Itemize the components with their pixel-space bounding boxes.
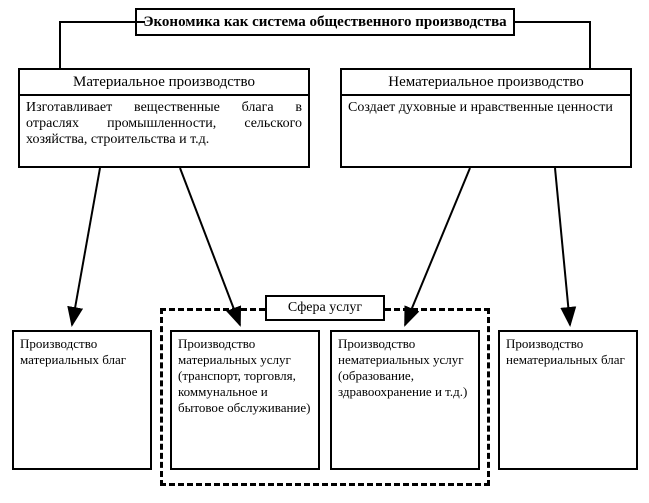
services-label-node: Сфера услуг [265,295,385,321]
edge-root-left [60,22,145,68]
edge-nonmat-services [405,168,470,325]
leaf-nonmat-goods: Производство нематериальных благ [498,330,638,470]
leaf-mat-goods-label: Производство материальных благ [20,336,144,368]
leaf-mat-services: Производство материальных услуг (транспо… [170,330,320,470]
leaf-mat-services-label: Производство материальных услуг (транспо… [178,336,312,416]
edge-mat-services [180,168,240,325]
nonmaterial-desc: Создает духовные и нравственные ценности [348,100,613,116]
edge-nonmat-goods [555,168,570,325]
services-label: Сфера услуг [288,300,362,316]
material-title-node: Материальное производство [18,68,310,96]
material-desc: Изготавливает вещественные блага в отрас… [26,100,302,148]
root-node: Экономика как система общественного прои… [135,8,515,36]
leaf-nonmat-goods-label: Производство нематериальных благ [506,336,630,368]
nonmaterial-title: Нематериальное производство [388,74,583,91]
nonmaterial-title-node: Нематериальное производство [340,68,632,96]
material-title: Материальное производство [73,74,255,91]
leaf-mat-goods: Производство материальных благ [12,330,152,470]
root-label: Экономика как система общественного прои… [143,14,506,31]
material-desc-node: Изготавливает вещественные блага в отрас… [18,96,310,168]
edge-mat-goods [72,168,100,325]
edge-root-right [515,22,590,68]
nonmaterial-desc-node: Создает духовные и нравственные ценности [340,96,632,168]
leaf-nonmat-services-label: Производство нематериальных услуг (образ… [338,336,472,400]
leaf-nonmat-services: Производство нематериальных услуг (образ… [330,330,480,470]
